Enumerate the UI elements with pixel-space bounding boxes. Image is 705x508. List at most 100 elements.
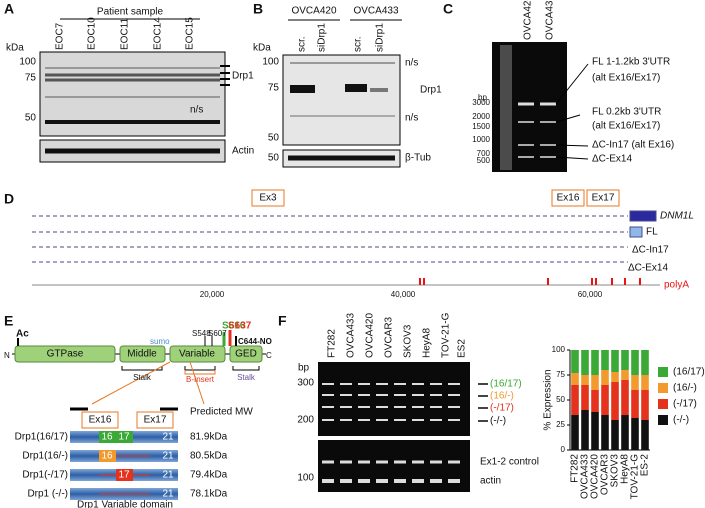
- bar-segment: [591, 350, 599, 375]
- x-tick-label: SKOV3: [610, 454, 621, 488]
- site: C644-NO: [238, 337, 272, 346]
- mw: 81.9kDa: [190, 432, 228, 443]
- bar-segment: [631, 418, 639, 450]
- lane-label: ES2: [457, 339, 468, 358]
- bar-segment: [571, 415, 579, 450]
- x-tick-label: OVCA420: [590, 454, 601, 499]
- bar-segment: [601, 385, 609, 415]
- band-label: (16/17): [490, 379, 522, 390]
- panel-label: F: [278, 313, 287, 329]
- arrows: [220, 65, 230, 86]
- exon-label: Ex3: [259, 193, 277, 204]
- exon-number: 17: [118, 432, 130, 443]
- bar-segment: [571, 373, 579, 385]
- lane-label: OVCA420: [365, 313, 376, 358]
- exon-label: Ex16: [89, 415, 112, 426]
- lane-label: scr.: [297, 36, 308, 52]
- marker: 3000: [472, 98, 490, 107]
- exon-label: Ex17: [144, 415, 167, 426]
- y-tick-label: 25: [556, 420, 565, 429]
- isoform: Drp1(-/17): [22, 470, 68, 481]
- bar-segment: [571, 385, 579, 415]
- y-tick-label: 75: [556, 370, 565, 379]
- bar-segment: [621, 415, 629, 450]
- axis-label: 40,000: [391, 290, 416, 299]
- band-label: n/s: [405, 113, 418, 124]
- marker: 75: [268, 83, 280, 94]
- annotation: (alt Ex16/Ex17): [592, 121, 660, 132]
- annotation: FL 1-1.2kb 3'UTR: [592, 57, 670, 68]
- bar-segment: [601, 370, 609, 385]
- bar-segment: [621, 350, 629, 370]
- legend-label: (16/17): [673, 367, 705, 378]
- marker: 75: [25, 73, 37, 84]
- blot-a: [39, 18, 230, 163]
- bar-segment: [591, 375, 599, 390]
- gel-f: [318, 362, 488, 492]
- bar-segment: [581, 410, 589, 450]
- blot-b: [282, 19, 402, 168]
- bar-segment: [621, 370, 629, 380]
- unit: kDa: [253, 43, 271, 54]
- group-label: OVCA433: [353, 6, 398, 17]
- domain-diagram: [12, 330, 266, 429]
- marker: 50: [268, 133, 280, 144]
- bar-segment: [591, 390, 599, 412]
- x-tick-label: HeyA8: [620, 454, 631, 484]
- marker: 500: [477, 156, 491, 165]
- panel-label: C: [443, 1, 453, 17]
- gene-tracks: [32, 189, 660, 286]
- isoform: Drp1 (-/-): [27, 489, 68, 500]
- site: S548: [192, 329, 211, 338]
- band-label: Actin: [232, 146, 254, 157]
- lane-label: siDrp1: [375, 23, 386, 52]
- band-label: (-/17): [490, 403, 514, 414]
- legend-label: (16/-): [673, 383, 697, 394]
- x-tick-label: FT282: [570, 454, 581, 483]
- marker: 100: [262, 57, 279, 68]
- marker: 50: [268, 153, 280, 164]
- band-label: Drp1: [420, 85, 442, 96]
- y-tick-label: 100: [552, 345, 566, 354]
- lane-label: siDrp1: [317, 23, 328, 52]
- lane-label: SKOV3: [403, 324, 414, 358]
- x-tick-label: OVCAR3: [600, 454, 611, 496]
- domain: Variable: [179, 349, 215, 360]
- terminus: C: [266, 351, 272, 360]
- lane-label: EOC11: [120, 18, 131, 50]
- annotation: ΔC-In17 (alt Ex16): [592, 140, 674, 151]
- stalk: Stalk: [237, 373, 256, 382]
- legend-swatch: [658, 399, 668, 409]
- legend-swatch: [658, 383, 668, 393]
- band-label: (-/-): [490, 416, 506, 427]
- ac: Ac: [16, 329, 29, 340]
- y-axis-label: % Expression: [543, 369, 554, 430]
- lane-label: EOC15: [185, 17, 196, 50]
- bar-segment: [591, 412, 599, 450]
- annotation: ΔC-Ex14: [592, 154, 632, 165]
- legend-label: (-/-): [673, 415, 689, 426]
- mw: 79.4kDa: [190, 470, 228, 481]
- y-tick-label: 50: [556, 395, 565, 404]
- lane-label: OVCA420: [523, 0, 534, 40]
- bar-segment: [581, 350, 589, 375]
- marker: 200: [297, 415, 314, 426]
- lane-label: OVCAR3: [384, 316, 395, 358]
- gel-c: [492, 42, 589, 172]
- polya-label: polyA: [664, 280, 689, 291]
- axis-label: 20,000: [200, 290, 225, 299]
- bar-segment: [641, 375, 649, 390]
- unit: bp: [478, 93, 487, 102]
- lane-label: TOV-21-G: [441, 312, 452, 358]
- exon-label: Ex17: [592, 193, 615, 204]
- site: S607: [208, 329, 227, 338]
- bar-segment: [581, 375, 589, 385]
- exon-number: 21: [162, 451, 174, 462]
- gel-label: Ex1-2 control: [480, 457, 539, 468]
- site: S616: [222, 321, 246, 332]
- lane-label: OVCA433: [346, 313, 357, 358]
- band-label: Drp1: [232, 71, 254, 82]
- panel-label: A: [4, 1, 14, 17]
- isoform: Drp1(16/-): [22, 451, 68, 462]
